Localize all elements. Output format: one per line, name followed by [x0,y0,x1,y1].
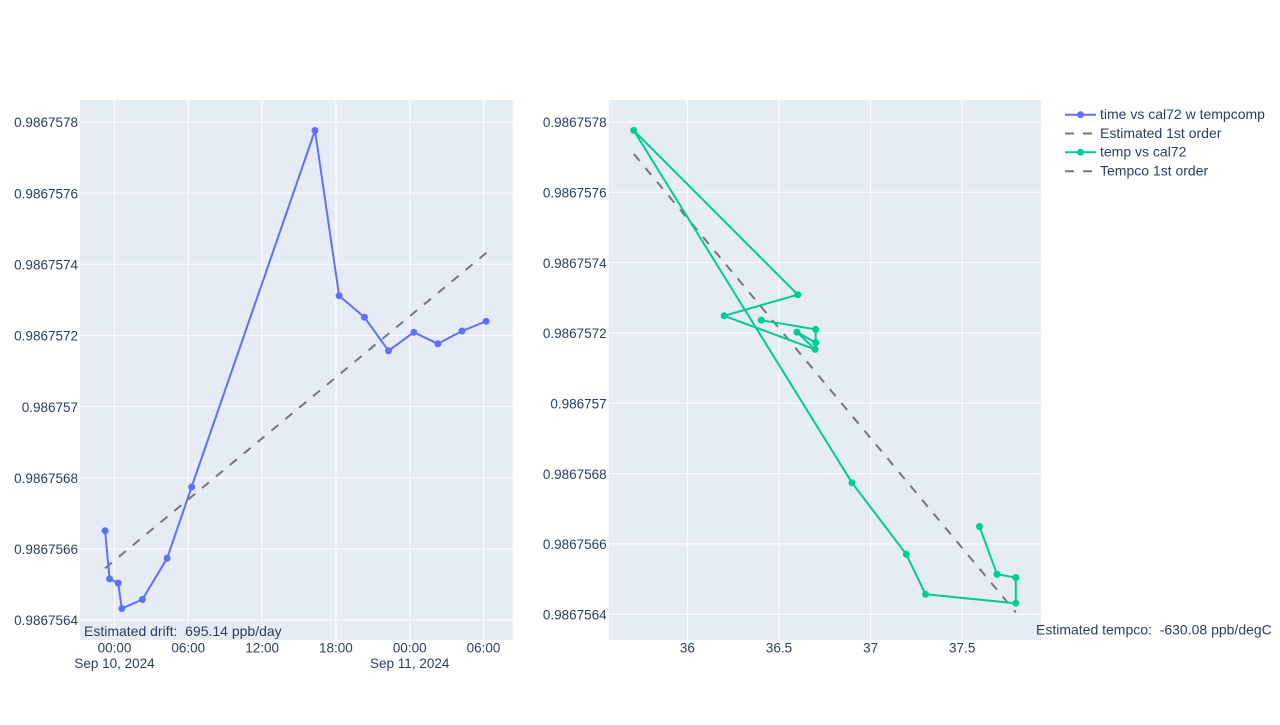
svg-text:Tempco 1st order: Tempco 1st order [1100,162,1208,178]
svg-text:0.9867578: 0.9867578 [14,115,78,130]
svg-text:12:00: 12:00 [245,641,279,656]
svg-text:0.9867576: 0.9867576 [14,186,78,201]
svg-text:0.9867574: 0.9867574 [14,258,78,273]
svg-text:0.986757: 0.986757 [550,397,606,412]
svg-text:37.5: 37.5 [949,641,975,656]
svg-text:0.9867568: 0.9867568 [543,467,607,482]
svg-text:0.9867572: 0.9867572 [543,326,607,341]
svg-text:temp vs cal72: temp vs cal72 [1100,144,1187,160]
svg-text:06:00: 06:00 [467,641,501,656]
svg-text:36: 36 [680,641,695,656]
svg-text:00:00: 00:00 [393,641,427,656]
svg-text:time vs cal72 w tempcomp: time vs cal72 w tempcomp [1100,106,1265,122]
svg-text:0.9867574: 0.9867574 [543,256,607,271]
svg-text:Estimated drift: 695.14 ppb/d: Estimated drift: 695.14 ppb/day [84,623,282,639]
svg-text:37: 37 [863,641,878,656]
svg-text:Estimated 1st order: Estimated 1st order [1100,125,1222,141]
svg-text:18:00: 18:00 [319,641,353,656]
svg-text:0.9867568: 0.9867568 [14,471,78,486]
svg-text:0.9867578: 0.9867578 [543,115,607,130]
svg-text:0.9867572: 0.9867572 [14,329,78,344]
svg-text:Sep 11, 2024: Sep 11, 2024 [370,656,450,671]
svg-text:0.9867564: 0.9867564 [14,613,78,628]
svg-text:06:00: 06:00 [171,641,205,656]
svg-text:Sep 10, 2024: Sep 10, 2024 [74,656,155,671]
svg-text:0.9867566: 0.9867566 [14,542,78,557]
svg-text:00:00: 00:00 [98,641,132,656]
svg-text:Estimated tempco: -630.08 ppb: Estimated tempco: -630.08 ppb/degC [1036,622,1272,638]
svg-text:0.9867566: 0.9867566 [543,537,607,552]
svg-text:36.5: 36.5 [766,641,792,656]
svg-text:0.9867576: 0.9867576 [543,186,607,201]
svg-text:0.9867564: 0.9867564 [543,607,607,622]
svg-text:0.986757: 0.986757 [22,400,78,415]
